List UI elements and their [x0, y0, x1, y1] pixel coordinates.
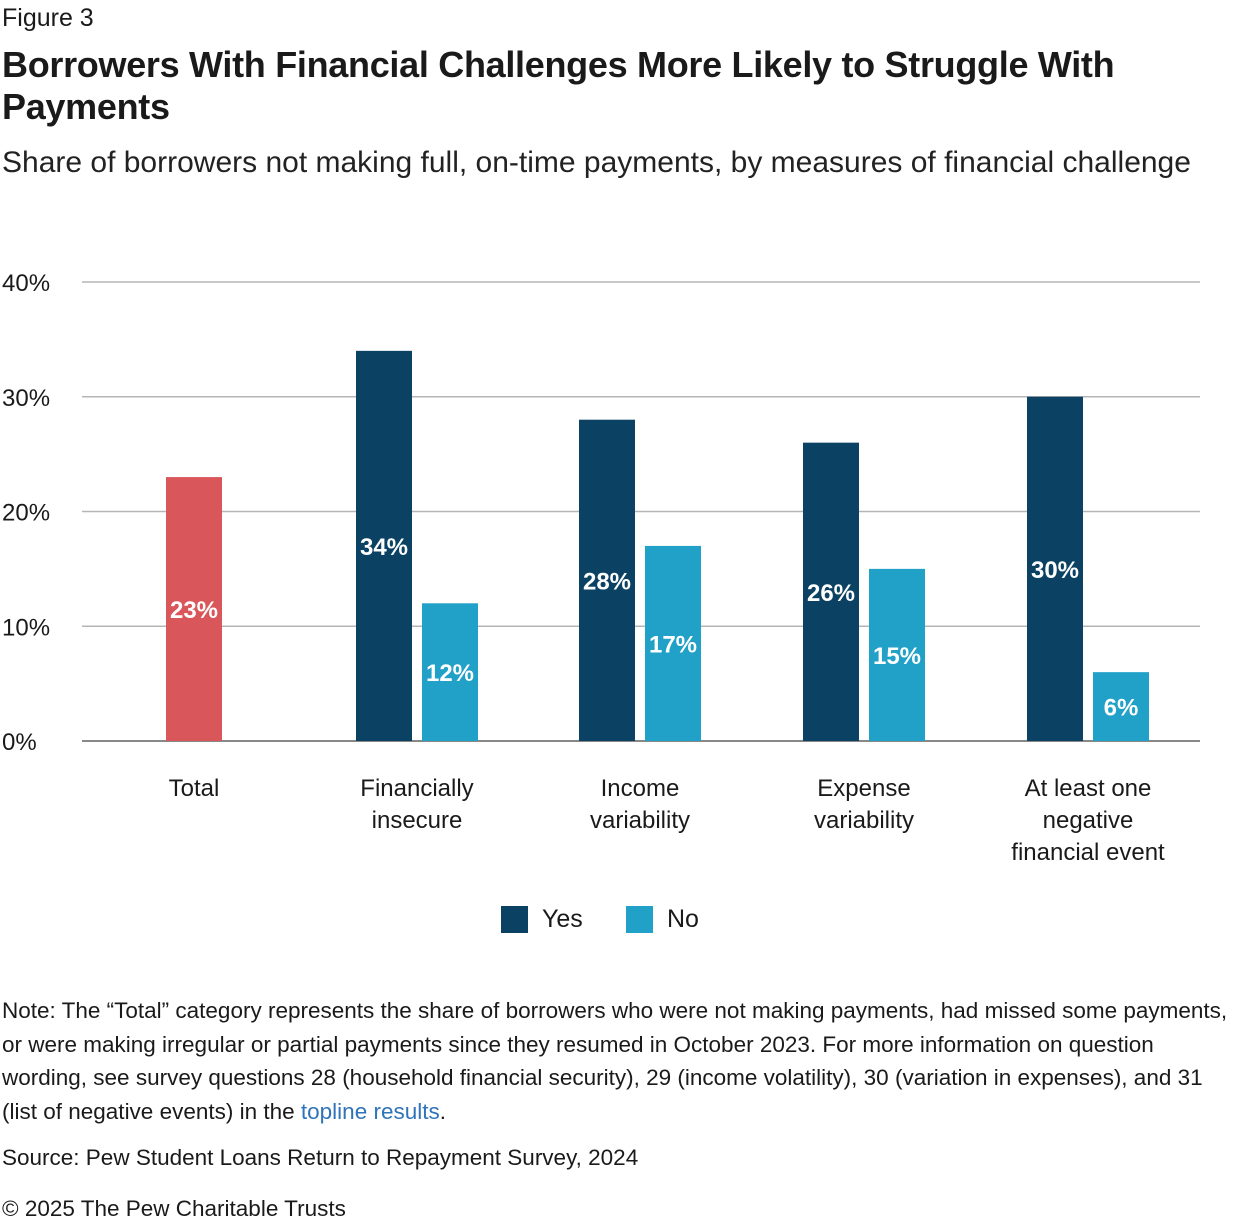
bar-no — [422, 603, 478, 741]
data-label: 15% — [873, 643, 921, 670]
category-label: Financially — [360, 775, 473, 802]
data-label: 26% — [807, 580, 855, 607]
category-label: variability — [590, 807, 690, 834]
legend-swatch-no — [626, 905, 653, 933]
topline-results-link[interactable]: topline results — [300, 1098, 440, 1124]
bar-no — [1093, 672, 1149, 741]
category-label: financial event — [1011, 839, 1165, 866]
data-label: 23% — [170, 597, 218, 624]
bar-no — [645, 545, 701, 741]
chart-note: Note: The “Total” category represents th… — [2, 994, 1238, 1128]
category-label: Total — [169, 775, 220, 802]
copyright: © 2025 The Pew Charitable Trusts — [2, 1196, 346, 1221]
bar-total — [166, 477, 222, 741]
note-end: . — [439, 1098, 446, 1124]
y-tick-label: 0% — [2, 729, 37, 756]
bar-yes — [803, 442, 859, 741]
bar-yes — [1027, 396, 1083, 741]
chart-subtitle: Share of borrowers not making full, on-t… — [2, 146, 1191, 179]
chart-title: Borrowers With Financial Challenges More… — [2, 44, 1115, 127]
legend-item-yes: Yes — [501, 902, 583, 936]
bar-yes — [356, 350, 412, 741]
category-label: variability — [814, 807, 914, 834]
y-tick-label: 10% — [2, 614, 50, 641]
chart-source: Source: Pew Student Loans Return to Repa… — [2, 1145, 639, 1170]
legend-label-no: No — [667, 904, 699, 933]
note-text: Note: The “Total” category represents th… — [2, 998, 1228, 1124]
legend-swatch-yes — [501, 905, 528, 933]
y-tick-label: 40% — [2, 270, 50, 297]
legend: Yes No — [0, 902, 1240, 936]
category-label: At least one — [1025, 775, 1152, 802]
data-label: 28% — [583, 568, 631, 595]
y-tick-label: 30% — [2, 385, 50, 412]
data-label: 12% — [426, 660, 474, 687]
category-label: Income — [601, 775, 680, 802]
y-tick-label: 20% — [2, 500, 50, 527]
data-label: 30% — [1031, 557, 1079, 584]
category-label: negative — [1043, 807, 1134, 834]
category-label: insecure — [372, 807, 463, 834]
legend-item-no: No — [626, 902, 699, 936]
figure-label: Figure 3 — [2, 4, 94, 32]
legend-label-yes: Yes — [542, 904, 583, 933]
bar-no — [869, 568, 925, 741]
data-label: 6% — [1104, 695, 1139, 722]
data-label: 17% — [649, 631, 697, 658]
category-label: Expense — [817, 775, 910, 802]
data-label: 34% — [360, 534, 408, 561]
bar-chart: 0% 10% 20% 30% 40% 23% 34% 12% 28% 17% 26% 15% 30% 6%… — [2, 270, 1200, 866]
bar-yes — [579, 419, 635, 741]
